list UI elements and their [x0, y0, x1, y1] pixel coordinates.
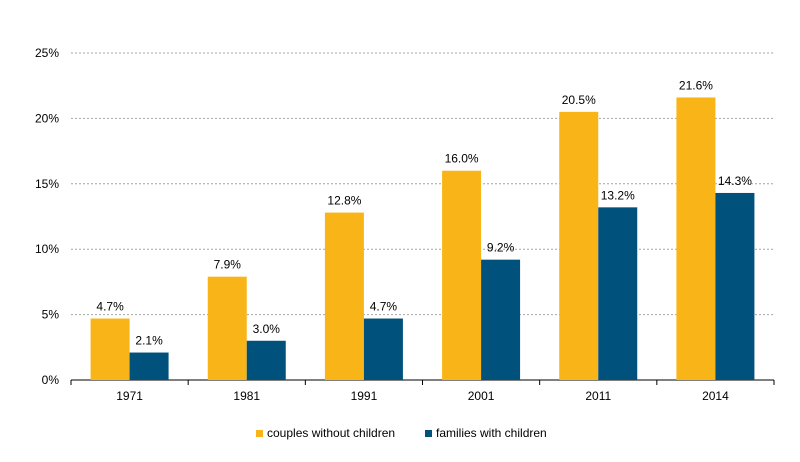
data-label: 2.1%	[135, 334, 163, 348]
legend-label: couples without children	[267, 426, 395, 440]
bar-couples	[442, 170, 482, 380]
bar-couples	[90, 318, 130, 380]
x-tick-label: 1991	[351, 389, 378, 403]
data-label: 3.0%	[253, 322, 281, 336]
y-tick-label: 20%	[35, 111, 59, 125]
data-label: 21.6%	[679, 78, 713, 92]
data-label: 13.2%	[601, 188, 635, 202]
bar-couples	[324, 212, 364, 380]
x-tick-label: 1981	[233, 389, 260, 403]
bar-families	[598, 207, 638, 380]
y-tick-label: 0%	[42, 373, 60, 387]
bar-couples	[676, 97, 716, 381]
data-label: 12.8%	[327, 194, 361, 208]
data-label: 7.9%	[214, 258, 242, 272]
data-label: 20.5%	[562, 93, 596, 107]
x-tick-label: 2011	[585, 389, 611, 403]
y-tick-label: 5%	[42, 308, 60, 322]
bar-couples	[207, 276, 247, 380]
x-tick-label: 2014	[702, 389, 729, 403]
bar-families	[481, 259, 521, 380]
bar-couples	[559, 111, 599, 381]
y-tick-label: 15%	[35, 177, 59, 191]
legend-swatch	[425, 430, 432, 437]
y-tick-label: 10%	[35, 242, 59, 256]
data-label: 4.7%	[370, 300, 398, 314]
legend-swatch	[256, 430, 263, 437]
data-label: 16.0%	[445, 152, 479, 166]
bar-families	[715, 192, 755, 380]
bar-families	[246, 340, 286, 380]
bar-families	[129, 352, 169, 380]
x-tick-label: 2001	[468, 389, 495, 403]
bar-families	[363, 318, 403, 380]
y-tick-label: 25%	[35, 46, 59, 60]
legend-label: families with children	[436, 426, 547, 440]
data-label: 14.3%	[718, 174, 752, 188]
x-tick-label: 1971	[116, 389, 143, 403]
data-label: 9.2%	[487, 241, 515, 255]
data-label: 4.7%	[96, 300, 124, 314]
